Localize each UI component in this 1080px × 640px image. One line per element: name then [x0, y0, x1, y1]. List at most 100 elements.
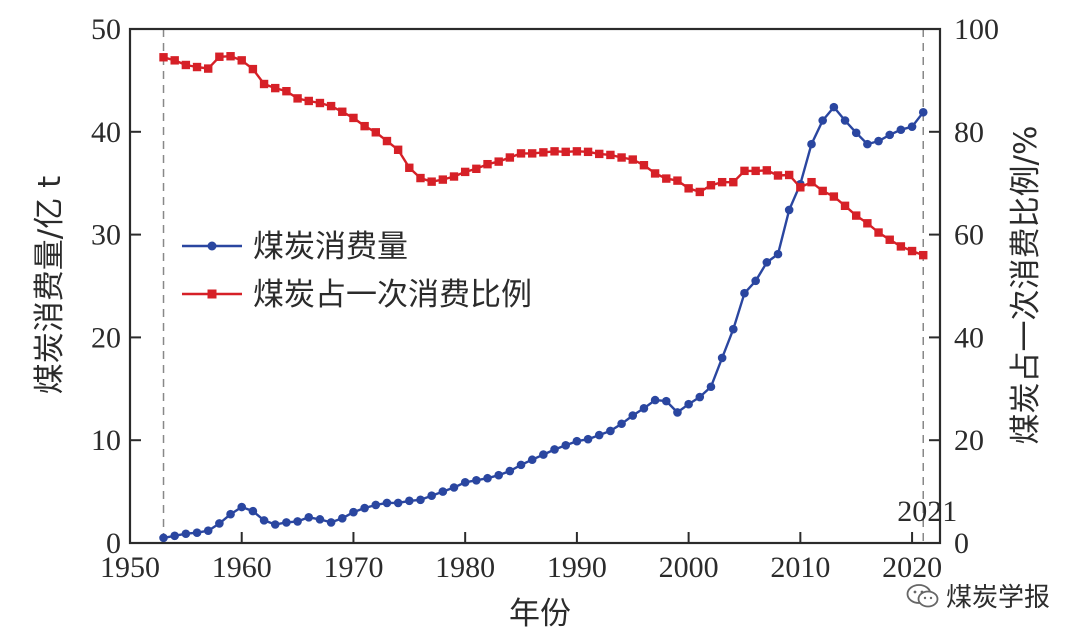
- data-point: [650, 395, 660, 405]
- data-point: [270, 520, 280, 529]
- data-point: [762, 166, 772, 175]
- data-point: [304, 513, 314, 522]
- data-point: [472, 164, 481, 174]
- data-point: [829, 102, 839, 112]
- x-tick-label-1950: 1950: [100, 551, 160, 584]
- data-point: [818, 116, 827, 125]
- data-point: [271, 83, 280, 93]
- wechat-icon: [906, 583, 939, 607]
- data-point: [460, 478, 470, 487]
- data-point: [919, 250, 928, 260]
- data-point: [684, 184, 693, 193]
- data-point: [393, 498, 403, 508]
- data-point: [159, 53, 168, 62]
- data-point: [572, 436, 582, 446]
- data-point: [661, 396, 671, 406]
- data-point: [192, 528, 202, 538]
- data-point: [326, 518, 336, 527]
- data-point: [818, 186, 827, 196]
- data-point: [863, 139, 872, 149]
- data-point: [561, 147, 570, 157]
- data-point: [204, 64, 213, 73]
- data-point: [528, 149, 537, 158]
- y-right-tick-label-40: 40: [954, 321, 984, 354]
- data-point: [360, 503, 369, 513]
- data-point: [595, 149, 604, 159]
- y-right-tick-label-0: 0: [954, 527, 969, 560]
- data-point: [784, 205, 794, 215]
- legend-item-share: 煤炭占一次消费比例: [182, 277, 532, 313]
- data-point: [561, 441, 571, 450]
- data-point: [192, 62, 202, 72]
- data-point: [729, 177, 738, 187]
- data-point: [527, 455, 537, 465]
- data-point: [695, 187, 704, 197]
- data-point: [617, 153, 626, 162]
- data-point: [650, 169, 660, 178]
- data-point: [259, 79, 269, 89]
- x-tick-label-2020: 2020: [882, 551, 942, 584]
- y-axis-right-label: 煤炭占一次消费比例/%: [1008, 126, 1044, 445]
- data-point: [885, 235, 894, 244]
- data-point: [796, 183, 805, 192]
- data-point: [852, 211, 861, 220]
- data-point: [751, 276, 760, 286]
- data-point: [371, 500, 381, 510]
- data-point: [282, 86, 291, 96]
- data-point: [606, 426, 615, 436]
- data-point: [505, 153, 515, 162]
- x-tick-label-1960: 1960: [212, 551, 272, 584]
- data-point: [483, 473, 492, 483]
- data-point: [851, 128, 861, 138]
- data-point: [907, 122, 917, 131]
- series-consumption: [159, 102, 928, 543]
- legend-marker-share: [207, 289, 217, 299]
- data-point: [885, 130, 895, 140]
- y-left-tick-label-10: 10: [91, 424, 121, 457]
- data-point: [226, 52, 235, 61]
- data-point: [606, 150, 615, 160]
- data-point: [706, 382, 716, 392]
- data-point: [405, 163, 414, 172]
- data-point: [807, 139, 816, 149]
- data-point: [695, 392, 705, 402]
- data-point: [293, 517, 302, 526]
- y-left-tick-label-0: 0: [106, 527, 121, 560]
- data-point: [449, 483, 459, 492]
- x-tick-label-1970: 1970: [323, 551, 383, 584]
- data-point: [628, 155, 637, 164]
- data-point: [360, 121, 369, 131]
- data-point: [874, 136, 883, 146]
- x-tick-label-1990: 1990: [547, 551, 607, 584]
- data-point: [751, 166, 760, 176]
- data-point: [427, 491, 436, 501]
- data-point: [282, 518, 291, 527]
- data-point: [662, 174, 671, 183]
- watermark: 煤炭学报: [906, 577, 1050, 614]
- watermark-text: 煤炭学报: [945, 583, 1050, 613]
- data-point: [170, 531, 179, 541]
- data-point: [405, 496, 414, 506]
- plot-frame: [128, 27, 942, 545]
- data-point: [840, 201, 850, 211]
- data-point: [494, 470, 503, 480]
- y-left-tick-label-50: 50: [91, 13, 121, 46]
- series-share: [159, 52, 928, 260]
- data-point: [684, 399, 693, 409]
- data-point: [762, 258, 772, 267]
- y-right-tick-label-20: 20: [954, 424, 984, 457]
- axis-ticks: 1950 1960 1970 1980 1990 2000 2010 2020 0 10 20 30 4…: [91, 13, 999, 584]
- x-axis-label: 年份: [509, 596, 571, 632]
- data-point: [203, 526, 213, 535]
- y-right-tick-label-60: 60: [954, 219, 984, 252]
- legend-marker-consumption: [207, 241, 217, 251]
- data-point: [349, 507, 358, 517]
- data-point: [874, 228, 883, 237]
- y-axis-left-label: 煤炭消费量/亿 t: [32, 176, 68, 394]
- data-point: [438, 175, 448, 184]
- data-point: [494, 157, 503, 166]
- data-point: [896, 125, 906, 135]
- data-point: [226, 509, 235, 519]
- series-layer: [159, 52, 928, 543]
